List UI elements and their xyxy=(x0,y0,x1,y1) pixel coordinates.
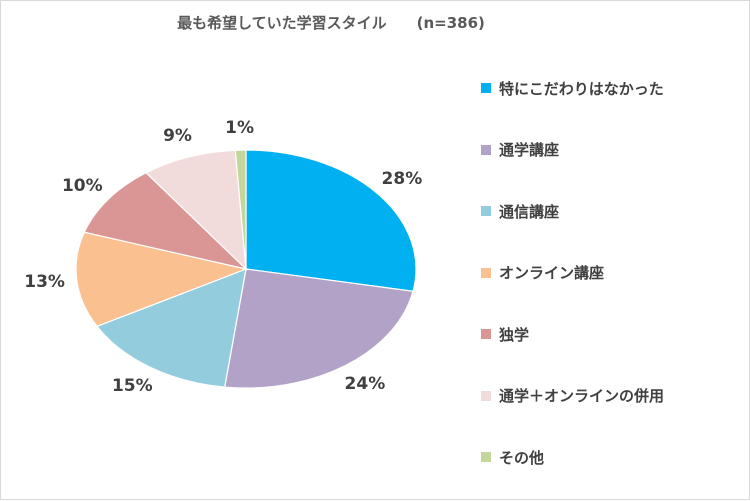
pie-slice xyxy=(234,149,247,270)
legend-item: その他 xyxy=(481,446,750,468)
legend-item: 独学 xyxy=(481,323,750,345)
pie-slice xyxy=(223,268,414,389)
legend-swatch xyxy=(481,329,491,339)
legend-swatch xyxy=(481,267,491,278)
slice-value-label: 15% xyxy=(111,376,153,397)
chart-title: 最も希望していた学習スタイル (n=386) xyxy=(177,14,485,32)
slice-value-label: 13% xyxy=(24,272,65,293)
legend-item: 特にこだわりはなかった xyxy=(481,77,750,99)
legend-label: 独学 xyxy=(499,325,530,344)
legend-label: 通信講座 xyxy=(499,202,560,221)
legend-item: オンライン講座 xyxy=(481,262,750,284)
pie-slice xyxy=(245,149,417,292)
legend-label: オンライン講座 xyxy=(499,264,605,282)
pie-slice xyxy=(75,231,249,328)
legend-item: 通学＋オンラインの併用 xyxy=(481,385,750,407)
legend-label: 通学＋オンラインの併用 xyxy=(499,387,665,405)
legend-swatch xyxy=(481,452,491,462)
legend-item: 通学講座 xyxy=(481,139,750,161)
legend-item: 通信講座 xyxy=(481,200,750,222)
pie-slice xyxy=(83,172,248,271)
slice-value-label: 1% xyxy=(225,117,255,138)
legend-label: 特にこだわりはなかった xyxy=(499,79,664,98)
pie-slice xyxy=(96,268,247,388)
legend-label: 通学講座 xyxy=(499,141,560,159)
slice-value-label: 9% xyxy=(163,125,192,146)
pie-slice xyxy=(145,149,247,271)
legend-swatch xyxy=(481,144,491,155)
legend-swatch xyxy=(481,390,491,401)
slice-value-label: 28% xyxy=(381,168,423,189)
slice-value-label: 10% xyxy=(61,175,103,196)
legend-label: その他 xyxy=(499,448,545,467)
legend-swatch xyxy=(481,83,491,93)
legend-swatch xyxy=(481,206,491,216)
slice-value-label: 24% xyxy=(344,373,386,394)
